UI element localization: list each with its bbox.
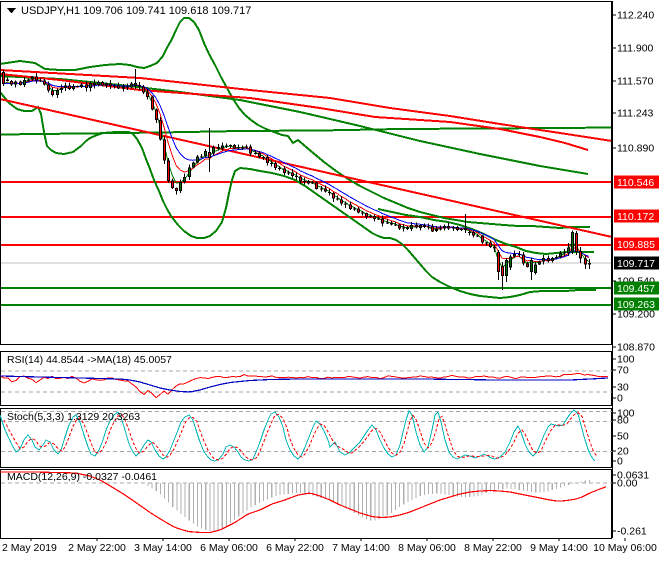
svg-text:109.885: 109.885 (617, 239, 655, 251)
svg-text:3 May 14:00: 3 May 14:00 (134, 542, 192, 554)
svg-text:109.717: 109.717 (617, 258, 655, 270)
svg-text:0.00: 0.00 (617, 478, 638, 490)
svg-text:0: 0 (617, 393, 623, 405)
svg-text:7 May 14:00: 7 May 14:00 (332, 542, 390, 554)
svg-text:MACD(12,26,9) -0.0327 -0.0461: MACD(12,26,9) -0.0327 -0.0461 (7, 471, 157, 483)
svg-text:9 May 14:00: 9 May 14:00 (530, 542, 588, 554)
svg-text:111.900: 111.900 (617, 43, 654, 55)
svg-text:50: 50 (617, 431, 629, 443)
svg-text:110.172: 110.172 (617, 211, 654, 223)
svg-text:6 May 22:00: 6 May 22:00 (266, 542, 324, 554)
svg-text:USDJPY,H1 109.706 109.741 109: USDJPY,H1 109.706 109.741 109.618 109.71… (21, 5, 251, 17)
svg-text:10 May 06:00: 10 May 06:00 (593, 542, 657, 554)
svg-text:80: 80 (617, 415, 629, 427)
svg-text:8 May 06:00: 8 May 06:00 (398, 542, 456, 554)
svg-text:0: 0 (617, 456, 623, 468)
svg-text:2 May 22:00: 2 May 22:00 (68, 542, 126, 554)
svg-text:111.570: 111.570 (617, 76, 654, 88)
svg-text:109.457: 109.457 (617, 283, 655, 295)
svg-text:108.870: 108.870 (617, 342, 655, 354)
svg-text:112.240: 112.240 (617, 10, 654, 22)
svg-text:110.546: 110.546 (617, 177, 654, 189)
svg-text:-0.261: -0.261 (617, 526, 647, 538)
svg-text:110.890: 110.890 (617, 143, 654, 155)
svg-text:8 May 22:00: 8 May 22:00 (464, 542, 522, 554)
svg-text:Stoch(5,3,3) 1.3129 20.3263: Stoch(5,3,3) 1.3129 20.3263 (7, 411, 140, 423)
svg-text:6 May 06:00: 6 May 06:00 (200, 542, 258, 554)
svg-text:2 May 2019: 2 May 2019 (2, 542, 57, 554)
svg-text:RSI(14) 44.8544 ->MA(18) 45.0: RSI(14) 44.8544 ->MA(18) 45.0057 (7, 354, 172, 366)
svg-text:70: 70 (617, 365, 629, 377)
svg-text:109.263: 109.263 (617, 299, 655, 311)
svg-text:111.243: 111.243 (617, 108, 654, 120)
